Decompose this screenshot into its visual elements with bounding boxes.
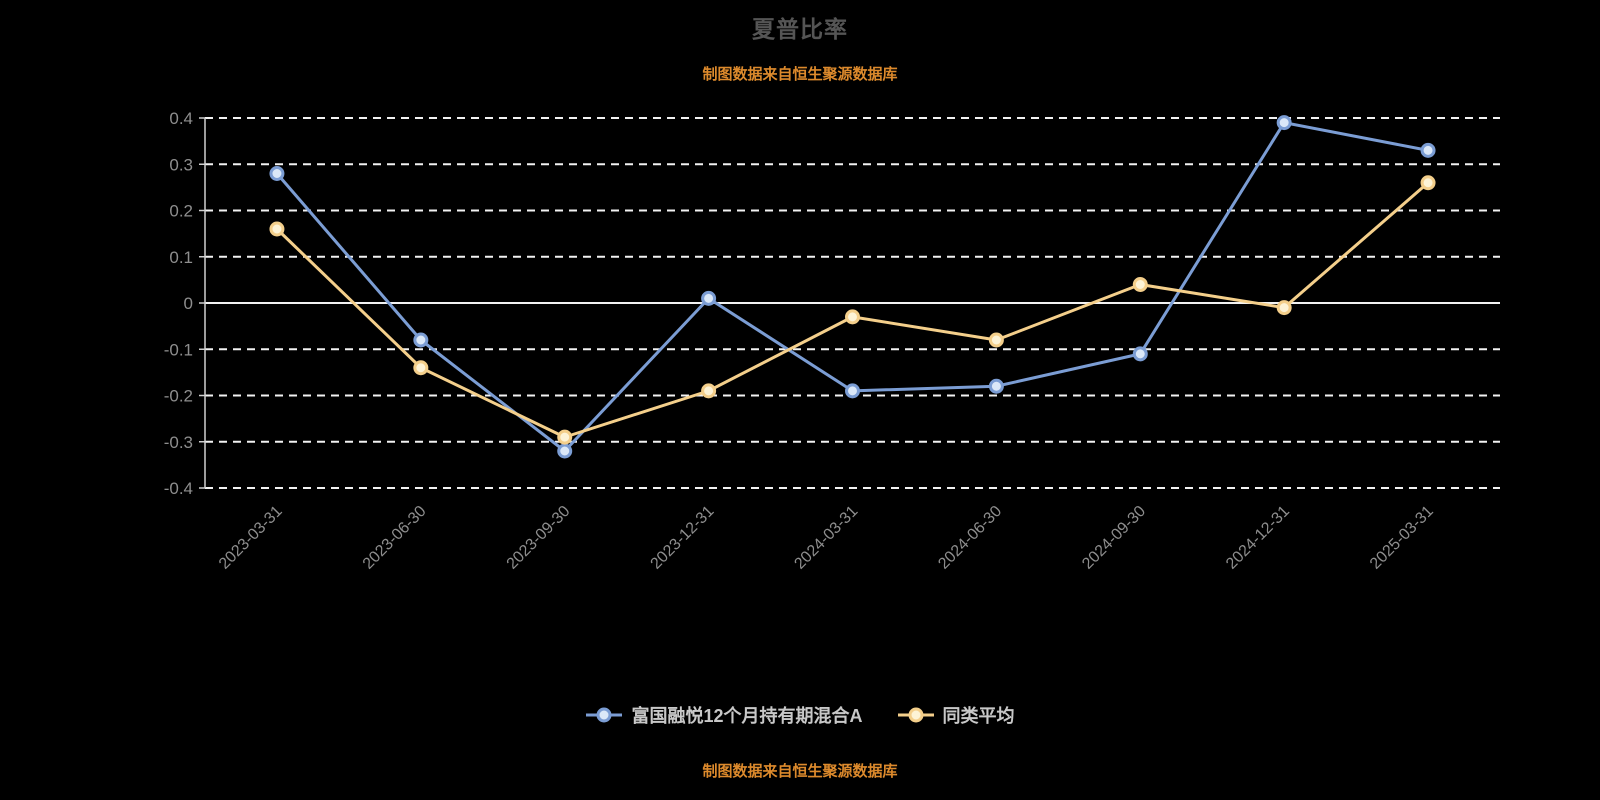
legend-label-fund: 富国融悦12个月持有期混合A [631, 706, 863, 726]
data-source-footer: 制图数据来自恒生聚源数据库 [702, 763, 898, 780]
svg-text:2024-03-31: 2024-03-31 [791, 503, 861, 573]
legend-marker-category-average-icon [897, 707, 934, 723]
svg-text:-0.3: -0.3 [164, 433, 193, 452]
legend-item-fund[interactable]: 富国融悦12个月持有期混合A [585, 702, 863, 728]
legend-label-category-average: 同类平均 [942, 706, 1015, 726]
chart-legend: 富国融悦12个月持有期混合A 同类平均 [0, 702, 1600, 728]
svg-text:2023-03-31: 2023-03-31 [216, 503, 286, 573]
svg-text:2023-09-30: 2023-09-30 [504, 503, 574, 573]
svg-text:2025-03-31: 2025-03-31 [1367, 503, 1437, 573]
legend-marker-fund-icon [586, 707, 623, 723]
svg-text:2023-06-30: 2023-06-30 [360, 503, 430, 573]
legend-item-category-average[interactable]: 同类平均 [897, 702, 1015, 728]
data-source-note: 制图数据来自恒生聚源数据库 [702, 66, 898, 83]
sharpe-ratio-line-chart: 0.4 0.3 0.2 0.1 0 -0.1 -0.2 -0.3 -0.4 2023-03-31 2… [164, 109, 1500, 573]
svg-text:0.3: 0.3 [169, 155, 193, 174]
svg-text:0: 0 [184, 294, 193, 313]
svg-text:-0.4: -0.4 [164, 479, 193, 498]
svg-text:0.4: 0.4 [169, 109, 193, 128]
chart-title: 夏普比率 [752, 16, 848, 42]
svg-text:2024-06-30: 2024-06-30 [935, 503, 1005, 573]
svg-text:-0.1: -0.1 [164, 340, 193, 359]
svg-text:-0.2: -0.2 [164, 387, 193, 406]
svg-text:2023-12-31: 2023-12-31 [648, 503, 718, 573]
svg-text:0.2: 0.2 [169, 202, 193, 221]
svg-text:2024-12-31: 2024-12-31 [1223, 503, 1293, 573]
svg-text:0.1: 0.1 [169, 248, 193, 267]
svg-text:2024-09-30: 2024-09-30 [1079, 503, 1149, 573]
